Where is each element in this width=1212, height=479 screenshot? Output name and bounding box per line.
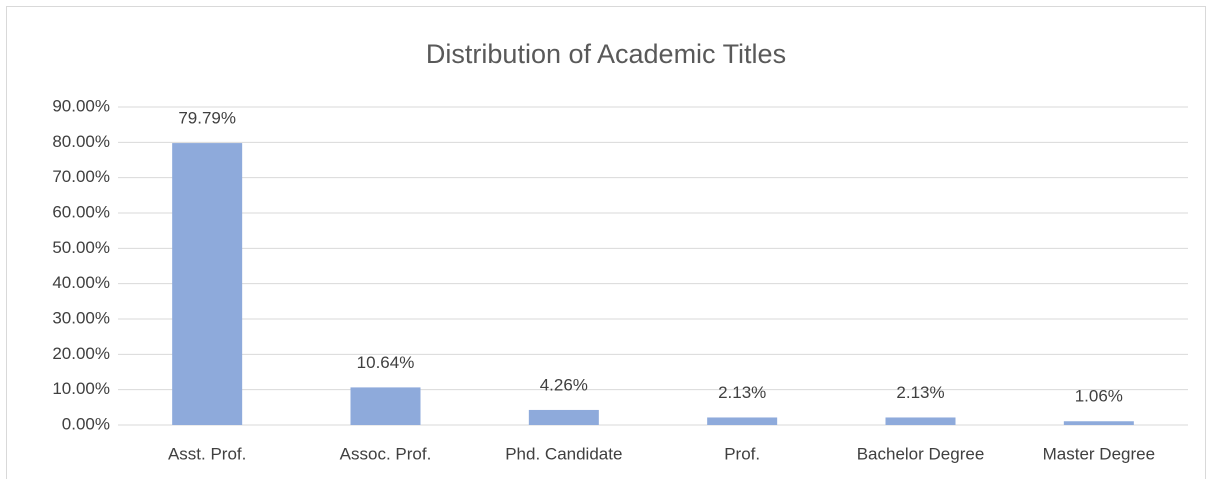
- y-tick-label: 10.00%: [52, 379, 110, 398]
- y-tick-label: 90.00%: [52, 96, 110, 115]
- bar: [1063, 421, 1134, 425]
- y-tick-label: 60.00%: [52, 202, 110, 221]
- data-label: 2.13%: [896, 383, 944, 402]
- bar: [350, 387, 421, 425]
- x-tick-label: Prof.: [724, 444, 760, 463]
- data-label: 2.13%: [718, 383, 766, 402]
- x-tick-label: Phd. Candidate: [505, 444, 622, 463]
- data-label: 4.26%: [540, 375, 588, 394]
- bar: [172, 143, 243, 426]
- bar: [885, 417, 956, 425]
- bar: [528, 409, 599, 425]
- x-tick-label: Bachelor Degree: [857, 444, 985, 463]
- y-tick-label: 80.00%: [52, 132, 110, 151]
- x-tick-label: Master Degree: [1043, 444, 1155, 463]
- x-tick-label: Assoc. Prof.: [340, 444, 432, 463]
- data-label: 1.06%: [1075, 387, 1123, 406]
- y-tick-label: 20.00%: [52, 344, 110, 363]
- data-label: 79.79%: [178, 109, 236, 128]
- y-tick-label: 70.00%: [52, 167, 110, 186]
- bar: [707, 417, 778, 425]
- y-tick-label: 0.00%: [62, 414, 110, 433]
- y-tick-label: 40.00%: [52, 273, 110, 292]
- x-tick-label: Asst. Prof.: [168, 444, 246, 463]
- chart-title: Distribution of Academic Titles: [426, 39, 786, 69]
- data-label: 10.64%: [357, 353, 415, 372]
- y-tick-label: 30.00%: [52, 308, 110, 327]
- y-tick-label: 50.00%: [52, 238, 110, 257]
